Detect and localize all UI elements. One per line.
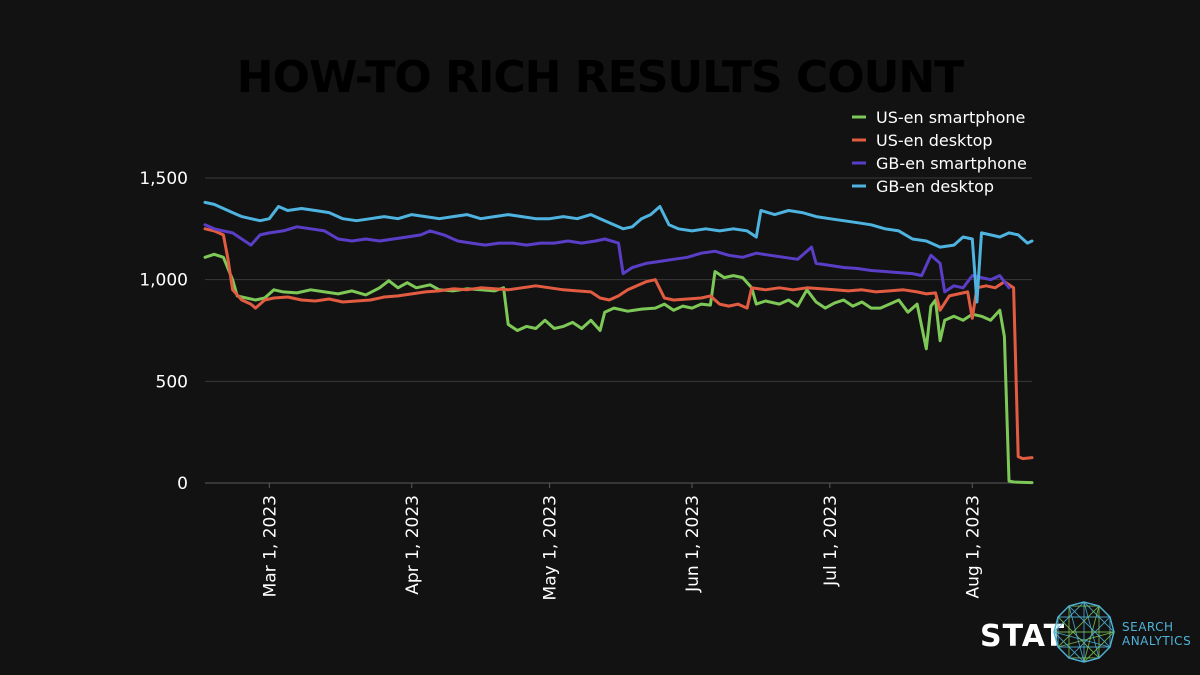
logo-edge xyxy=(1053,631,1111,648)
network-icon xyxy=(1053,601,1115,663)
logo-edge xyxy=(1068,605,1085,663)
logo-outline xyxy=(1053,601,1115,663)
logo-edge xyxy=(1083,601,1100,659)
stat-logo: STAT SEARCH ANALYTICS xyxy=(980,601,1191,663)
legend-label: GB-en smartphone xyxy=(876,154,1027,173)
logo-sub-line1: SEARCH xyxy=(1122,620,1174,634)
logo-edge xyxy=(1057,616,1100,659)
logo-name: STAT xyxy=(980,619,1065,654)
series-line-0 xyxy=(203,252,1034,485)
x-tick-label: Mar 1, 2023 xyxy=(260,495,280,597)
x-tick-label: Aug 1, 2023 xyxy=(963,495,983,599)
x-axis-ticks: Mar 1, 2023 Apr 1, 2023 May 1, 2023 Jun 1, … xyxy=(260,483,983,600)
x-tick-label: May 1, 2023 xyxy=(541,495,561,600)
legend-label: US-en smartphone xyxy=(876,108,1025,127)
logo-edge xyxy=(1057,631,1115,648)
y-tick-label: 1,500 xyxy=(139,169,188,189)
legend-label: US-en desktop xyxy=(876,131,993,150)
chart-title: HOW-TO RICH RESULTS COUNT xyxy=(237,52,964,103)
y-tick-label: 500 xyxy=(156,372,188,392)
logo-edge xyxy=(1083,605,1100,663)
y-tick-label: 1,000 xyxy=(139,271,188,291)
logo-sub-line2: ANALYTICS xyxy=(1122,634,1191,648)
series-line-2 xyxy=(203,223,1011,294)
series-line-3 xyxy=(203,200,1034,304)
logo-edge xyxy=(1068,605,1111,648)
x-tick-label: Jul 1, 2023 xyxy=(821,495,841,587)
grid-lines xyxy=(205,177,1032,484)
legend: US-en smartphone US-en desktop GB-en smart… xyxy=(852,108,1027,196)
logo-edge xyxy=(1057,605,1100,648)
y-axis-ticks: 0 500 1,000 1,500 xyxy=(139,169,188,494)
x-tick-label: Apr 1, 2023 xyxy=(403,495,423,595)
logo-edge xyxy=(1068,616,1111,659)
series-lines xyxy=(203,200,1034,485)
y-tick-label: 0 xyxy=(177,474,188,494)
legend-label: GB-en desktop xyxy=(876,177,994,196)
series-line-1 xyxy=(203,227,1034,461)
x-tick-label: Jun 1, 2023 xyxy=(683,495,703,593)
